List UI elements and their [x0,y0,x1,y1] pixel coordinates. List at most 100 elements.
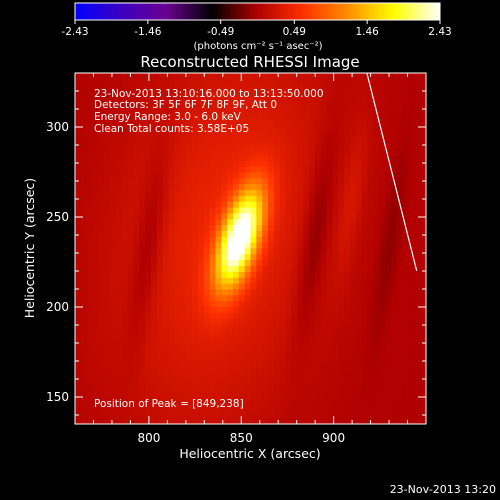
heatmap-cell [92,225,99,232]
heatmap-cell [344,260,351,267]
heatmap-cell [414,347,421,355]
heatmap-cell [268,418,275,424]
heatmap-cell [110,248,117,255]
heatmap-cell [145,295,152,302]
heatmap-cell [75,84,82,92]
heatmap-cell [86,137,94,144]
heatmap-cell [127,143,135,150]
heatmap-cell [145,190,152,197]
heatmap-cell [309,143,316,150]
heatmap-cell [361,195,369,203]
heatmap-cell [314,289,322,296]
heatmap-cell [396,131,404,138]
heatmap-cell [203,377,211,384]
heatmap-cell [115,342,123,349]
heatmap-cell [139,143,146,150]
heatmap-cell [390,236,398,244]
heatmap-cell [215,201,222,209]
heatmap-cell [355,137,363,144]
heatmap-cell [156,283,164,291]
heatmap-cell [98,184,105,191]
heatmap-cell [385,318,392,326]
heatmap-cell [314,324,322,331]
heatmap-cell [180,307,187,314]
heatmap-cell [197,131,205,138]
heatmap-cell [338,353,345,361]
heatmap-cell [420,324,426,331]
heatmap-cell [390,195,398,203]
heatmap-cell [151,418,158,424]
heatmap-cell [174,131,181,138]
heatmap-cell [98,78,105,86]
heatmap-cell [414,78,421,86]
heatmap-cell [151,388,158,396]
heatmap-cell [279,307,287,314]
heatmap-cell [162,277,170,285]
heatmap-cell [215,289,222,296]
heatmap-cell [332,418,339,424]
heatmap-cell [238,283,246,291]
heatmap-cell [98,388,105,396]
heatmap-cell [115,336,123,343]
heatmap-cell [221,301,228,308]
heatmap-cell [250,102,257,109]
heatmap-cell [115,160,123,168]
heatmap-cell [338,225,345,232]
heatmap-cell [361,149,369,156]
heatmap-cell [338,137,345,144]
heatmap-cell [396,125,404,133]
heatmap-cell [320,388,328,396]
heatmap-cell [285,225,293,232]
heatmap-cell [332,248,339,255]
heatmap-cell [414,336,421,343]
heatmap-cell [86,406,94,413]
heatmap-cell [314,394,322,402]
heatmap-cell [151,383,158,390]
heatmap-cell [361,160,369,168]
heatmap-cell [250,336,257,343]
heatmap-cell [344,184,351,191]
heatmap-cell [86,353,94,361]
heatmap-cell [314,143,322,150]
heatmap-cell [303,90,310,97]
heatmap-cell [314,119,322,127]
heatmap-cell [203,353,211,361]
heatmap-cell [244,371,252,378]
heatmap-cell [121,225,129,232]
heatmap-cell [338,318,345,326]
heatmap-cell [268,160,275,168]
heatmap-cell [104,289,111,296]
heatmap-cell [262,178,269,185]
heatmap-cell [291,330,298,337]
heatmap-cell [256,365,263,372]
heatmap-cell [139,113,146,121]
heatmap-cell [139,347,146,355]
heatmap-cell [314,195,322,203]
heatmap-cell [133,301,140,308]
heatmap-cell [115,201,123,209]
heatmap-cell [420,312,426,320]
heatmap-cell [291,400,298,408]
heatmap-cell [121,289,129,296]
heatmap-cell [186,102,193,109]
heatmap-cell [367,96,374,103]
heatmap-cell [227,213,234,220]
heatmap-cell [156,149,164,156]
heatmap-cell [145,137,152,144]
heatmap-cell [309,330,316,337]
heatmap-cell [314,236,322,244]
heatmap-cell [121,113,129,121]
heatmap-cell [285,336,293,343]
heatmap-cell [256,254,263,261]
heatmap-cell [326,201,333,209]
heatmap-cell [168,301,176,308]
info-detectors: Detectors: 3F 5F 6F 7F 8F 9F, Att 0 [94,99,277,111]
heatmap-cell [314,347,322,355]
heatmap-cell [121,388,129,396]
heatmap-cell [262,394,269,402]
heatmap-cell [80,254,88,261]
heatmap-cell [156,78,164,86]
heatmap-cell [127,394,135,402]
heatmap-cell [285,359,293,367]
heatmap-cell [156,271,164,279]
